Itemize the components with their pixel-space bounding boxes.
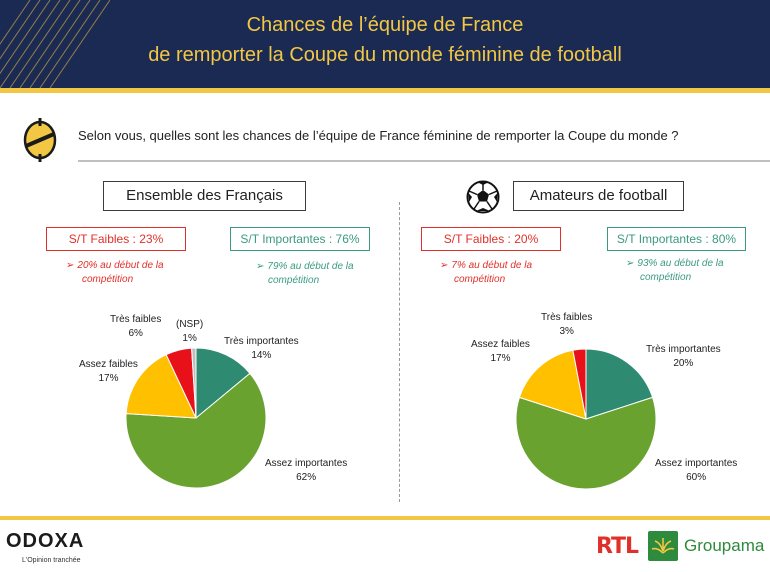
pie0-label-assez-importantes: Assez importantes 62% [265,457,347,485]
pie0-label-assez-importantes-name: Assez importantes [265,458,348,469]
header-gold-rule [0,88,770,93]
right-importantes-note: ➢ 93% au début de la compétition [626,257,724,285]
arrow-icon: ➢ [256,261,265,272]
pie-amateurs [515,348,657,490]
arrow-icon: ➢ [66,260,75,271]
pie1-label-tres-importantes: Très importantes 20% [646,343,721,371]
right-faibles-box: S/T Faibles : 20% [421,227,561,251]
pie1-label-assez-importantes-name: Assez importantes [655,458,738,469]
pie0-label-tres-importantes-value: 14% [251,350,272,361]
pie0-label-tres-importantes: Très importantes 14% [224,335,299,363]
right-faibles-note-line2: compétition [454,274,506,285]
right-importantes-box: S/T Importantes : 80% [607,227,746,251]
pie-ensemble [125,347,267,489]
pie0-label-assez-importantes-value: 62% [296,472,317,483]
pie1-label-assez-importantes-value: 60% [686,472,707,483]
right-importantes-note-line1: 93% au début de la [637,258,724,269]
pie0-label-tres-importantes-name: Très importantes [224,336,299,347]
arrow-icon: ➢ [626,258,635,269]
header-stripes-decoration [0,0,110,88]
odoxa-tagline: L'Opinion tranchée [22,557,81,564]
question-text: Selon vous, quelles sont les chances de … [78,128,679,143]
pie0-label-assez-faibles-value: 17% [98,373,119,384]
pie1-label-tres-importantes-value: 20% [673,358,694,369]
pie0-slice-tres-faibles [165,347,197,419]
pie1-label-assez-faibles-name: Assez faibles [471,339,530,350]
right-faibles-note: ➢ 7% au début de la compétition [440,259,532,287]
pie0-label-tres-faibles: Très faibles 6% [110,313,161,341]
panels-divider [399,202,400,502]
left-faibles-box: S/T Faibles : 23% [46,227,186,251]
pie0-label-assez-faibles: Assez faibles 17% [79,358,138,386]
page-title: Chances de l’équipe de France de remport… [0,10,770,70]
pie0-label-nsp: (NSP) 1% [176,318,203,346]
pie0-label-tres-faibles-value: 6% [128,328,143,339]
groupama-logo-icon [648,531,678,561]
pie1-label-tres-importantes-name: Très importantes [646,344,721,355]
pie1-label-assez-importantes: Assez importantes 60% [655,457,737,485]
pie1-label-tres-faibles-name: Très faibles [541,312,593,323]
football-icon [466,180,500,214]
pie1-label-assez-faibles-value: 17% [490,353,511,364]
right-importantes-note-line2: compétition [640,272,692,283]
pie0-label-nsp-name: (NSP) [176,319,204,330]
left-faibles-note: ➢ 20% au début de la compétition [66,259,164,287]
pie1-label-tres-faibles: Très faibles 3% [541,311,592,339]
header-banner: Chances de l’équipe de France de remport… [0,0,770,88]
left-importantes-note: ➢ 79% au début de la compétition [256,260,354,288]
groupama-logo: Groupama [684,536,765,555]
panel-title-amateurs: Amateurs de football [513,181,684,211]
odoxa-question-icon [23,118,57,162]
pie0-slice-nsp [191,347,197,419]
title-line-2: de remporter la Coupe du monde féminine … [148,44,622,66]
pie0-label-nsp-value: 1% [182,333,197,344]
pie1-slice-tres-importantes [585,348,654,420]
title-line-1: Chances de l’équipe de France [246,14,524,36]
pie1-label-tres-faibles-value: 3% [559,326,574,337]
right-faibles-note-line1: 7% au début de la [451,260,533,271]
pie0-label-tres-faibles-name: Très faibles [110,314,162,325]
odoxa-logo: ODOXA [6,530,85,552]
rtl-logo: RTL [596,534,639,559]
left-faibles-note-line2: compétition [82,274,134,285]
arrow-icon: ➢ [440,260,449,271]
pie1-slice-assez-importantes [515,396,657,490]
left-faibles-note-line1: 20% au début de la [77,260,164,271]
pie0-slice-assez-importantes [125,372,267,489]
left-importantes-note-line2: compétition [268,275,320,286]
pie1-slice-tres-faibles [572,348,587,420]
left-importantes-box: S/T Importantes : 76% [230,227,370,251]
question-divider [78,160,770,162]
panel-title-ensemble: Ensemble des Français [103,181,306,211]
pie0-label-assez-faibles-name: Assez faibles [79,359,138,370]
pie1-label-assez-faibles: Assez faibles 17% [471,338,530,366]
left-importantes-note-line1: 79% au début de la [267,261,354,272]
footer-gold-rule [0,516,770,520]
